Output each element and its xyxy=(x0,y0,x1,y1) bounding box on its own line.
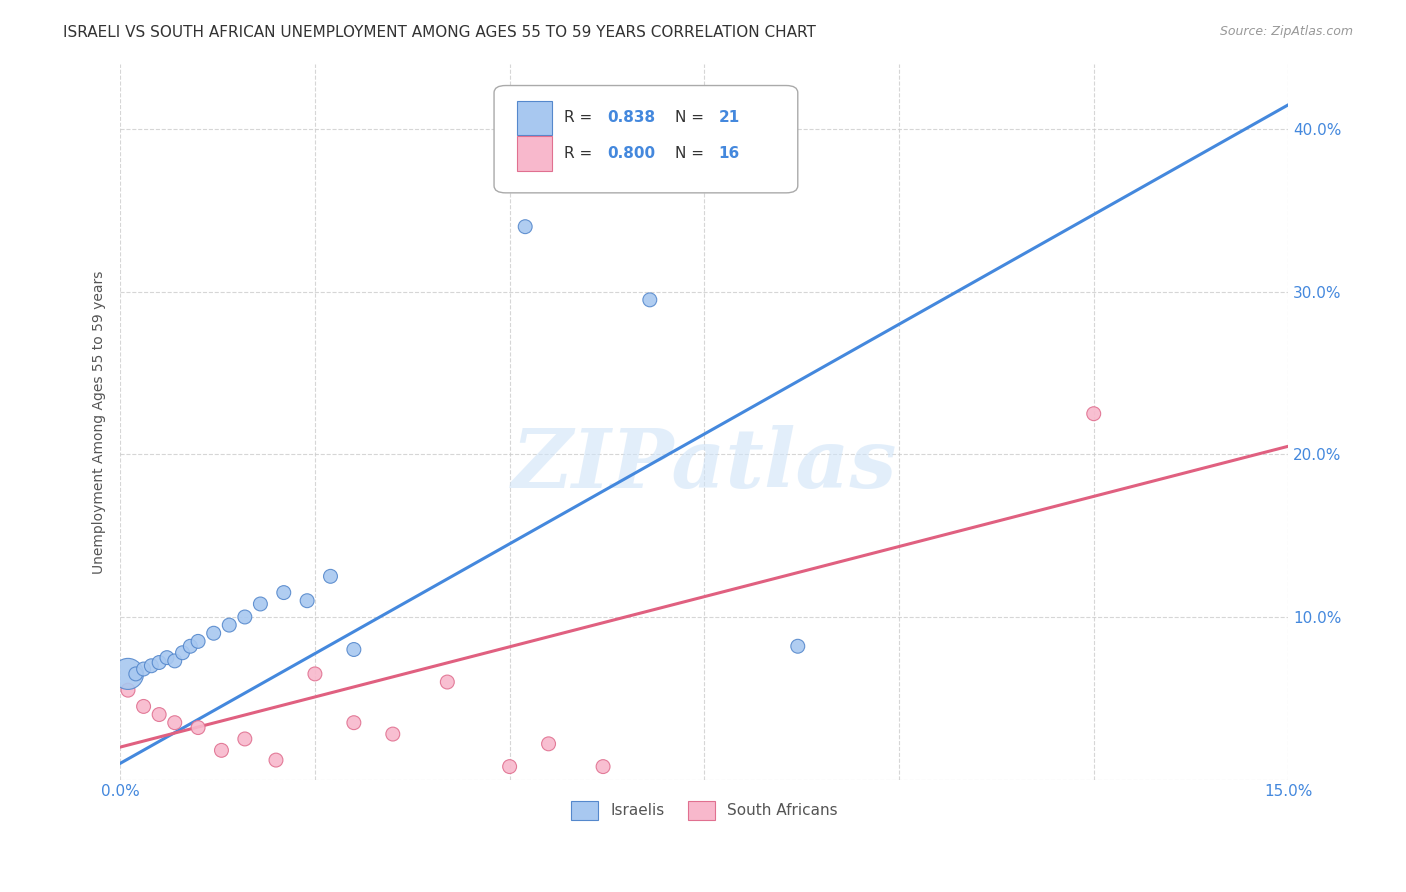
Point xyxy=(202,626,225,640)
Text: ZIPatlas: ZIPatlas xyxy=(512,425,897,505)
Point xyxy=(218,618,240,632)
Point xyxy=(163,715,186,730)
Legend: Israelis, South Africans: Israelis, South Africans xyxy=(565,795,844,826)
Point xyxy=(187,634,209,648)
Point xyxy=(117,683,139,698)
Point xyxy=(117,666,139,681)
Point xyxy=(295,593,318,607)
Point xyxy=(786,640,808,654)
Point xyxy=(343,715,366,730)
Point xyxy=(148,656,170,670)
Text: 0.838: 0.838 xyxy=(607,111,655,125)
Point xyxy=(304,666,326,681)
Point xyxy=(249,597,271,611)
Point xyxy=(172,646,194,660)
Point xyxy=(179,640,201,654)
Point xyxy=(132,699,155,714)
Text: 0.800: 0.800 xyxy=(607,146,655,161)
Point xyxy=(187,721,209,735)
Point xyxy=(1083,407,1105,421)
Point xyxy=(343,642,366,657)
Point xyxy=(515,219,537,234)
Point xyxy=(211,743,233,757)
Y-axis label: Unemployment Among Ages 55 to 59 years: Unemployment Among Ages 55 to 59 years xyxy=(93,270,107,574)
Text: 21: 21 xyxy=(718,111,740,125)
Point xyxy=(638,293,661,307)
Point xyxy=(319,569,342,583)
FancyBboxPatch shape xyxy=(517,136,553,170)
Point xyxy=(125,666,148,681)
Point xyxy=(436,675,458,690)
Point xyxy=(381,727,404,741)
Text: N =: N = xyxy=(675,111,709,125)
FancyBboxPatch shape xyxy=(517,101,553,135)
Point xyxy=(264,753,287,767)
Text: R =: R = xyxy=(564,146,598,161)
Point xyxy=(273,585,295,599)
Point xyxy=(537,737,560,751)
Point xyxy=(156,650,179,665)
Point xyxy=(233,731,256,746)
Text: ISRAELI VS SOUTH AFRICAN UNEMPLOYMENT AMONG AGES 55 TO 59 YEARS CORRELATION CHAR: ISRAELI VS SOUTH AFRICAN UNEMPLOYMENT AM… xyxy=(63,25,815,40)
Point xyxy=(163,654,186,668)
Point xyxy=(141,658,163,673)
FancyBboxPatch shape xyxy=(494,86,797,193)
Point xyxy=(148,707,170,722)
Point xyxy=(592,759,614,773)
Text: Source: ZipAtlas.com: Source: ZipAtlas.com xyxy=(1219,25,1353,38)
Text: N =: N = xyxy=(675,146,709,161)
Text: 16: 16 xyxy=(718,146,740,161)
Point xyxy=(132,662,155,676)
Point xyxy=(498,759,520,773)
Text: R =: R = xyxy=(564,111,598,125)
Point xyxy=(233,610,256,624)
